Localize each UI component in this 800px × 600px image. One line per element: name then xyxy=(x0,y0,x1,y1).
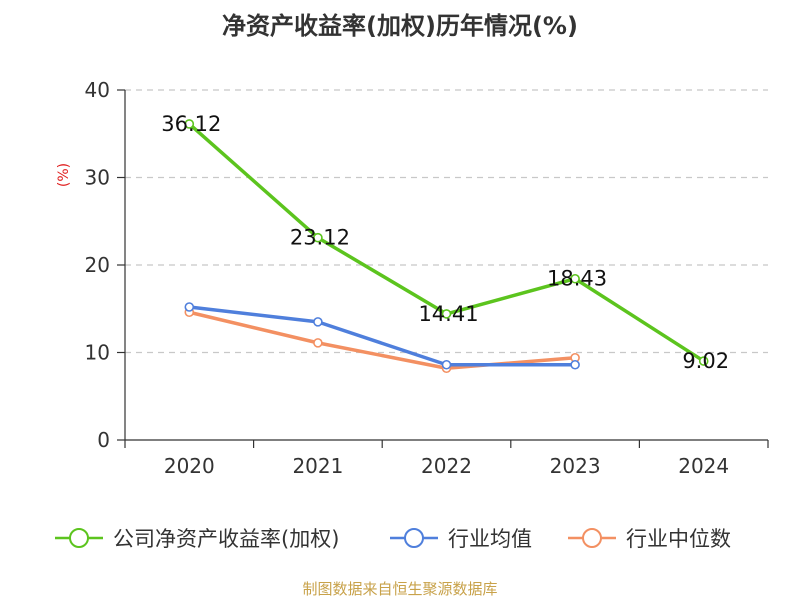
data-point xyxy=(441,359,452,370)
series-line-1 xyxy=(187,305,577,367)
data-point xyxy=(570,359,580,370)
legend-marker-2 xyxy=(582,528,602,548)
legend-marker-1 xyxy=(404,528,424,548)
axes: 0 10 20 30 40 2020 2021 2022 2023 2024 (%) xyxy=(56,78,769,478)
data-label: 36.12 xyxy=(161,112,221,136)
y-tick-label: 40 xyxy=(85,78,110,102)
data-point xyxy=(313,338,323,348)
y-axis-unit-label: (%) xyxy=(56,163,72,187)
data-point xyxy=(184,302,195,312)
data-label: 18.43 xyxy=(547,267,607,291)
chart-title: 净资产收益率(加权)历年情况(%) xyxy=(222,12,578,40)
data-point xyxy=(698,356,709,366)
series-lines xyxy=(184,119,709,374)
x-tick-label: 2022 xyxy=(421,454,472,478)
legend-label-2: 行业中位数 xyxy=(626,527,731,551)
data-point xyxy=(184,119,195,129)
data-point xyxy=(313,232,323,243)
legend-label-1: 行业均值 xyxy=(448,527,532,551)
y-tick-label: 0 xyxy=(97,428,110,452)
source-note: 制图数据来自恒生聚源数据库 xyxy=(302,580,498,598)
x-tick-label: 2023 xyxy=(550,454,601,478)
data-label: 14.41 xyxy=(418,302,478,326)
data-label: 9.02 xyxy=(682,349,729,373)
gridlines xyxy=(125,89,768,354)
x-tick-label: 2020 xyxy=(164,454,215,478)
data-label: 23.12 xyxy=(290,226,350,250)
legend-marker-0 xyxy=(69,528,89,548)
legend: 公司净资产收益率(加权) 行业均值 行业中位数 xyxy=(55,527,731,551)
x-tick-label: 2021 xyxy=(292,454,343,478)
series-line-2 xyxy=(187,310,577,370)
data-point xyxy=(570,273,580,284)
data-point xyxy=(313,317,323,327)
legend-label-0: 公司净资产收益率(加权) xyxy=(113,527,339,551)
x-tick-label: 2024 xyxy=(678,454,729,478)
data-point xyxy=(441,309,452,319)
data-labels: 36.12 23.12 14.41 18.43 9.02 xyxy=(161,112,729,373)
y-tick-label: 20 xyxy=(85,253,110,277)
y-tick-label: 30 xyxy=(85,166,110,190)
y-tick-label: 10 xyxy=(85,341,110,365)
